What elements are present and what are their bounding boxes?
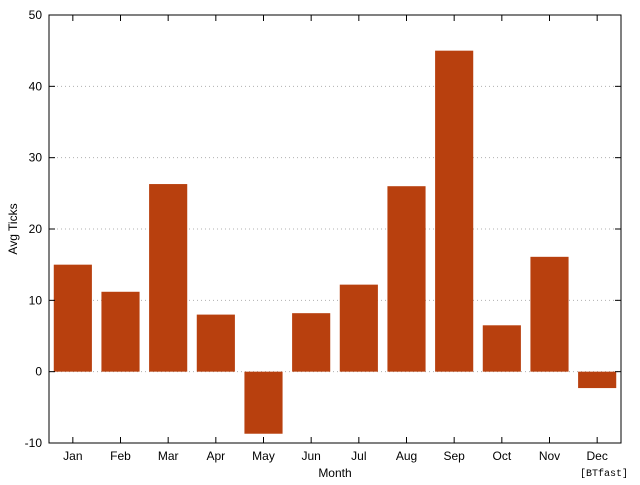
bar-aug	[387, 186, 426, 372]
y-axis-label: Avg Ticks	[6, 203, 20, 254]
bar-mar	[149, 184, 188, 372]
bar-nov	[530, 256, 569, 372]
x-tick-label: Feb	[110, 449, 131, 463]
grid-lines	[49, 85, 621, 373]
x-tick-label: Jun	[301, 449, 320, 463]
x-tick-label: Aug	[396, 449, 417, 463]
x-tick-label: Apr	[206, 449, 225, 463]
plot-frame	[48, 14, 622, 444]
y-tick-label: 10	[29, 293, 43, 307]
x-tick-label: May	[252, 449, 275, 463]
x-tick-label: Oct	[492, 449, 511, 463]
bar-feb	[101, 291, 140, 372]
bar-jul	[339, 284, 378, 372]
x-tick-label: Mar	[158, 449, 179, 463]
bar-apr	[196, 314, 235, 372]
y-axis-ticks: -10 0 10 20 30 40 50	[25, 8, 621, 450]
x-tick-label: Sep	[443, 449, 465, 463]
bar-oct	[482, 325, 521, 372]
y-tick-label: 50	[29, 8, 43, 22]
x-tick-label: Jan	[63, 449, 82, 463]
x-tick-label: Jul	[351, 449, 366, 463]
y-tick-label: 0	[35, 365, 42, 379]
bar-sep	[435, 50, 474, 372]
y-tick-label: 40	[29, 79, 43, 93]
bar-dec	[578, 371, 617, 389]
bars	[53, 50, 617, 434]
x-tick-label: Nov	[539, 449, 560, 463]
x-axis-ticks: Jan Feb Mar Apr May Jun Jul Aug Sep Oct Nov Dec	[63, 15, 608, 463]
x-axis-label: Month	[318, 466, 351, 480]
axes	[48, 14, 622, 444]
y-tick-label: 30	[29, 151, 43, 165]
y-tick-label: 20	[29, 222, 43, 236]
source-annotation: [BTfast]	[580, 468, 628, 480]
bar-jan	[53, 264, 92, 372]
bar-may	[244, 371, 283, 434]
y-tick-label: -10	[25, 436, 43, 450]
bar-jun	[292, 313, 331, 372]
x-tick-label: Dec	[586, 449, 607, 463]
